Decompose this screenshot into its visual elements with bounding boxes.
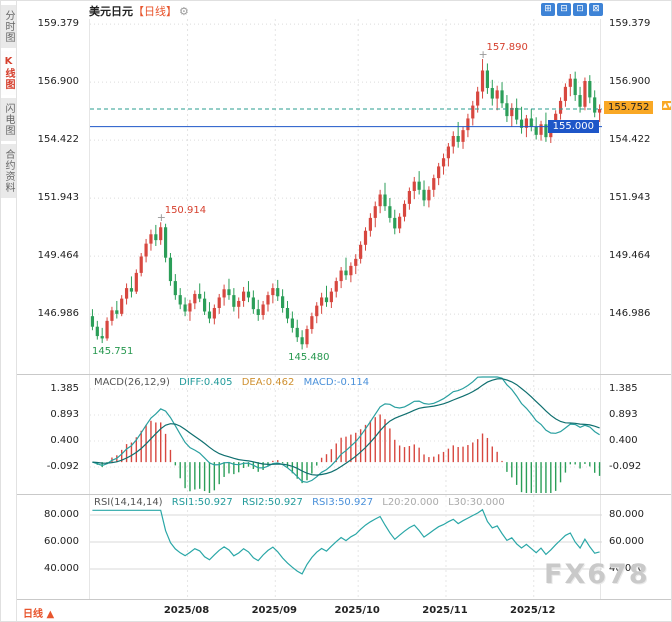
price-annotation: 145.480 [288,352,330,364]
price-line-label: 155.000 [547,119,599,133]
fullscreen-icon[interactable]: ⊠ [589,3,603,16]
price-axis-label: 156.900 [37,76,79,88]
macd-axis-label: -0.092 [46,460,79,472]
rsi-params-label: RSI(14,14,14) [94,497,163,508]
macd-dea-value: DEA:0.462 [241,377,295,388]
panel-separator [1,374,671,375]
rsi-chart-area[interactable]: RSI(14,14,14) RSI1:50.927 RSI2:50.927 RS… [89,495,602,599]
macd-axis-right: 1.385 0.893 0.400 -0.092 [601,375,671,495]
time-axis-label: 2025/08 [163,605,210,616]
price-chart-canvas [90,19,602,375]
timeframe-arrow-icon: ▲ [46,609,55,620]
symbol-name: 美元日元 [89,5,133,18]
macd-axis-label: 0.400 [50,435,79,446]
price-axis-right: 159.379 156.900 154.422 151.943 149.464 146.9… [601,18,672,375]
price-axis-label: 154.422 [609,134,651,146]
rsi-axis-label: 80.000 [609,509,644,520]
rsi-axis-label: 60.000 [609,536,644,547]
price-axis-label: 149.464 [37,250,79,262]
price-chart-area[interactable]: 155.000 +157.890 +150.914 145.751 145.480 [89,19,602,375]
timeframe-selector[interactable]: 日线 ▲ [23,605,54,620]
rsi1-value: RSI1:50.927 [171,497,233,508]
macd-axis-label: 1.385 [50,383,79,394]
settings-gear-icon[interactable]: ⚙ [179,5,189,18]
chart-title: 美元日元【日线】 ⚙ [89,3,189,19]
time-axis-label: 2025/09 [251,605,297,616]
macd-axis-label: 0.893 [50,408,79,420]
macd-header: MACD(26,12,9) DIFF:0.405 DEA:0.462 MACD:… [94,377,376,388]
rsi-axis-right: 80.000 60.000 40.000 [601,495,671,599]
extreme-cross-marker: + [478,48,488,61]
add-panel-icon[interactable]: ⊞ [541,3,555,16]
price-axis-label: 146.986 [37,308,79,320]
macd-axis-label: -0.092 [609,460,642,472]
price-annotation: 145.751 [92,346,134,358]
rsi2-value: RSI2:50.927 [241,497,303,508]
price-axis-label: 156.900 [609,76,651,88]
rsi-l20-value: L20:20.000 [382,497,439,508]
price-axis-label: 159.379 [37,18,79,30]
rsi-axis-label: 60.000 [44,536,79,547]
rsi-header: RSI(14,14,14) RSI1:50.927 RSI2:50.927 RS… [94,497,511,508]
price-annotation: 157.890 [486,42,528,53]
chart-header: 美元日元【日线】 ⚙ ⊞ ⊟ ⊡ ⊠ [17,1,671,19]
price-axis-label: 159.379 [609,18,651,30]
chart-type-sidebar: 分时图 K线图 闪电图 合约资料 [1,1,17,621]
rsi3-value: RSI3:50.927 [312,497,374,508]
macd-axis-label: 0.893 [609,408,638,420]
rsi-axis-label: 40.000 [44,563,79,574]
price-axis-label: 146.986 [609,308,651,320]
macd-axis-label: 1.385 [609,383,638,394]
macd-axis-left: 1.385 0.893 0.400 -0.092 [17,375,89,495]
macd-diff-value: DIFF:0.405 [179,377,233,388]
sidebar-tab-lightning[interactable]: 闪电图 [1,98,16,141]
timeframe-label: 日线 [23,609,43,620]
chart-toolbar: ⊞ ⊟ ⊡ ⊠ [541,3,603,16]
rsi-axis-label: 80.000 [44,509,79,520]
sidebar-tab-contract-info[interactable]: 合约资料 [1,144,16,198]
rsi-l30-value: L30:30.000 [448,497,505,508]
sidebar-tab-timeshare[interactable]: 分时图 [1,5,16,48]
macd-canvas [90,375,602,495]
last-price-label: 155.752 [604,101,654,115]
macd-params-label: MACD(26,12,9) [94,377,170,388]
price-axis-label: 149.464 [609,250,651,262]
panel-separator [1,494,671,495]
rsi-axis-label: 40.000 [609,563,644,574]
extreme-cross-marker: + [156,211,166,225]
time-axis-label: 2025/12 [510,605,556,616]
price-scroll-marker[interactable]: ▲▼ [662,101,672,111]
time-axis-label: 2025/11 [422,605,468,616]
layout-icon[interactable]: ⊡ [573,3,587,16]
macd-macd-value: MACD:-0.114 [303,377,370,388]
price-annotation: 150.914 [164,205,207,217]
price-axis-left: 159.379 156.900 154.422 151.943 149.464 146.9… [17,18,89,375]
rsi-axis-left: 80.000 60.000 40.000 [17,495,89,599]
time-axis-label: 2025/10 [334,605,380,616]
remove-panel-icon[interactable]: ⊟ [557,3,571,16]
macd-chart-area[interactable]: MACD(26,12,9) DIFF:0.405 DEA:0.462 MACD:… [89,375,602,495]
price-axis-label: 151.943 [37,192,79,204]
period-name: 【日线】 [133,5,177,18]
time-axis: 日线 ▲ 2025/08 2025/09 2025/10 2025/11 2025/12 [17,599,671,621]
price-axis-label: 151.943 [609,192,651,204]
macd-axis-label: 0.400 [609,435,638,446]
price-axis-label: 154.422 [37,134,79,146]
sidebar-tab-kline[interactable]: K线图 [1,51,16,95]
rsi-canvas [90,495,602,599]
